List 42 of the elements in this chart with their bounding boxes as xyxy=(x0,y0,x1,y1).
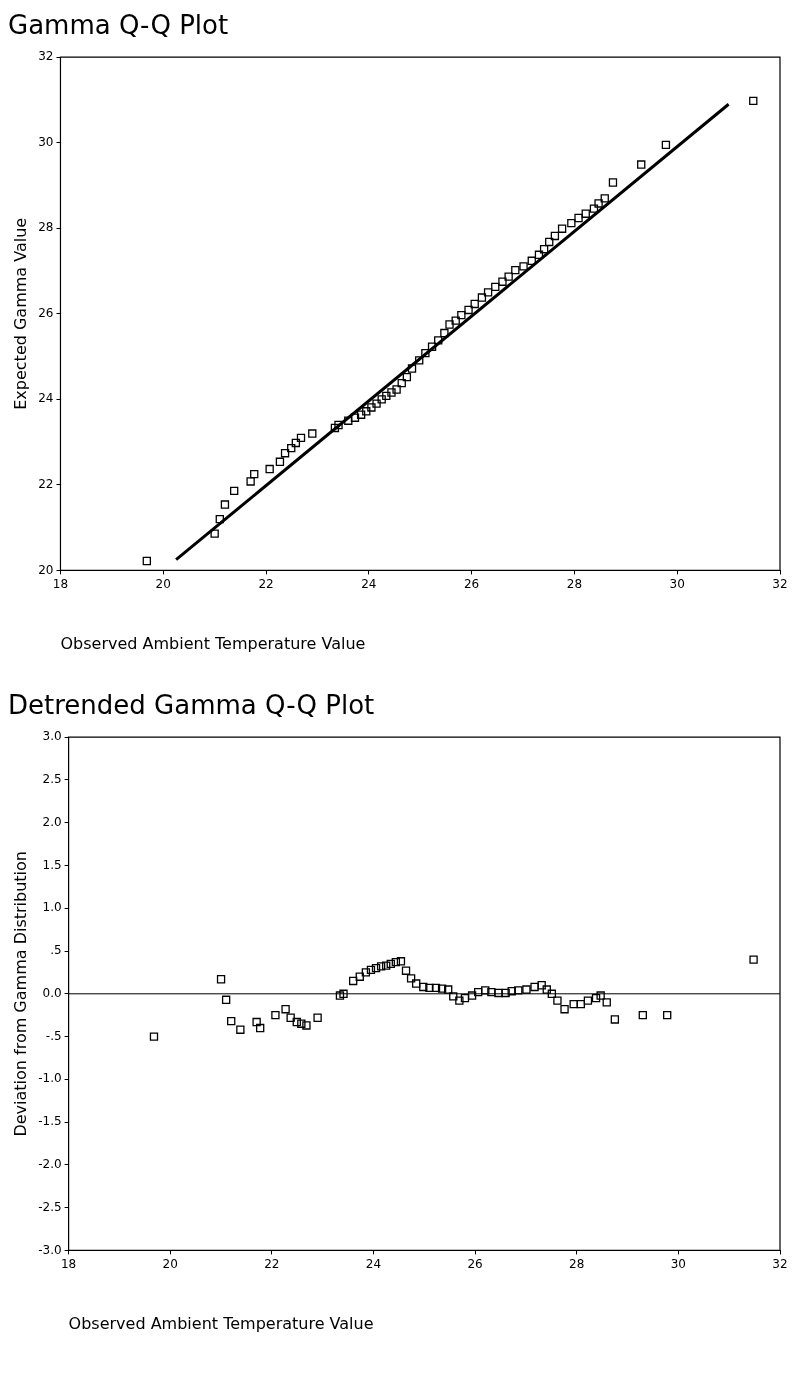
x-axis-title: Observed Ambient Temperature Value xyxy=(60,633,366,653)
y-tick-label: -1.0 xyxy=(38,1071,62,1086)
y-tick-label: -2.0 xyxy=(38,1156,62,1171)
y-tick-label: 1.0 xyxy=(42,900,62,915)
x-tick-label: 32 xyxy=(772,576,788,591)
y-tick-label: 2.5 xyxy=(42,772,62,787)
x-tick-label: 26 xyxy=(467,1256,483,1271)
y-tick-label: 32 xyxy=(38,49,54,64)
x-tick-label: 28 xyxy=(569,1256,585,1271)
x-tick-label: 20 xyxy=(162,1256,178,1271)
y-tick-label: .5 xyxy=(50,943,62,958)
y-tick-label: -3.0 xyxy=(38,1242,62,1257)
chart-title: Detrended Gamma Q-Q Plot xyxy=(8,690,375,721)
y-tick-label: 3.0 xyxy=(42,729,62,744)
y-tick-label: 20 xyxy=(38,562,54,577)
x-tick-label: 30 xyxy=(669,576,685,591)
x-tick-label: 28 xyxy=(566,576,583,591)
x-tick-label: 20 xyxy=(155,576,171,591)
y-tick-label: -2.5 xyxy=(38,1199,62,1214)
x-tick-label: 22 xyxy=(258,576,274,591)
y-tick-label: 26 xyxy=(38,305,54,320)
x-axis-title: Observed Ambient Temperature Value xyxy=(68,1313,374,1333)
x-tick-label: 18 xyxy=(52,576,69,591)
y-tick-label: -.5 xyxy=(45,1028,62,1043)
x-tick-label: 30 xyxy=(670,1256,687,1271)
x-tick-label: 24 xyxy=(361,576,377,591)
y-tick-label: 28 xyxy=(38,220,54,235)
y-axis-title: Expected Gamma Value xyxy=(10,217,30,410)
x-tick-label: 22 xyxy=(264,1256,280,1271)
x-tick-label: 18 xyxy=(60,1256,77,1271)
y-tick-label: 24 xyxy=(38,391,54,406)
x-tick-label: 32 xyxy=(772,1256,788,1271)
y-tick-label: 0.0 xyxy=(42,985,62,1000)
y-axis-title: Deviation from Gamma Distribution xyxy=(10,851,30,1137)
y-tick-label: 22 xyxy=(38,476,54,491)
y-tick-label: 30 xyxy=(38,134,54,149)
y-tick-label: -1.5 xyxy=(38,1114,62,1129)
x-tick-label: 26 xyxy=(463,576,480,591)
chart-title: Gamma Q-Q Plot xyxy=(8,10,229,41)
y-tick-label: 1.5 xyxy=(42,857,62,872)
y-tick-label: 2.0 xyxy=(42,814,62,829)
x-tick-label: 24 xyxy=(365,1256,382,1271)
